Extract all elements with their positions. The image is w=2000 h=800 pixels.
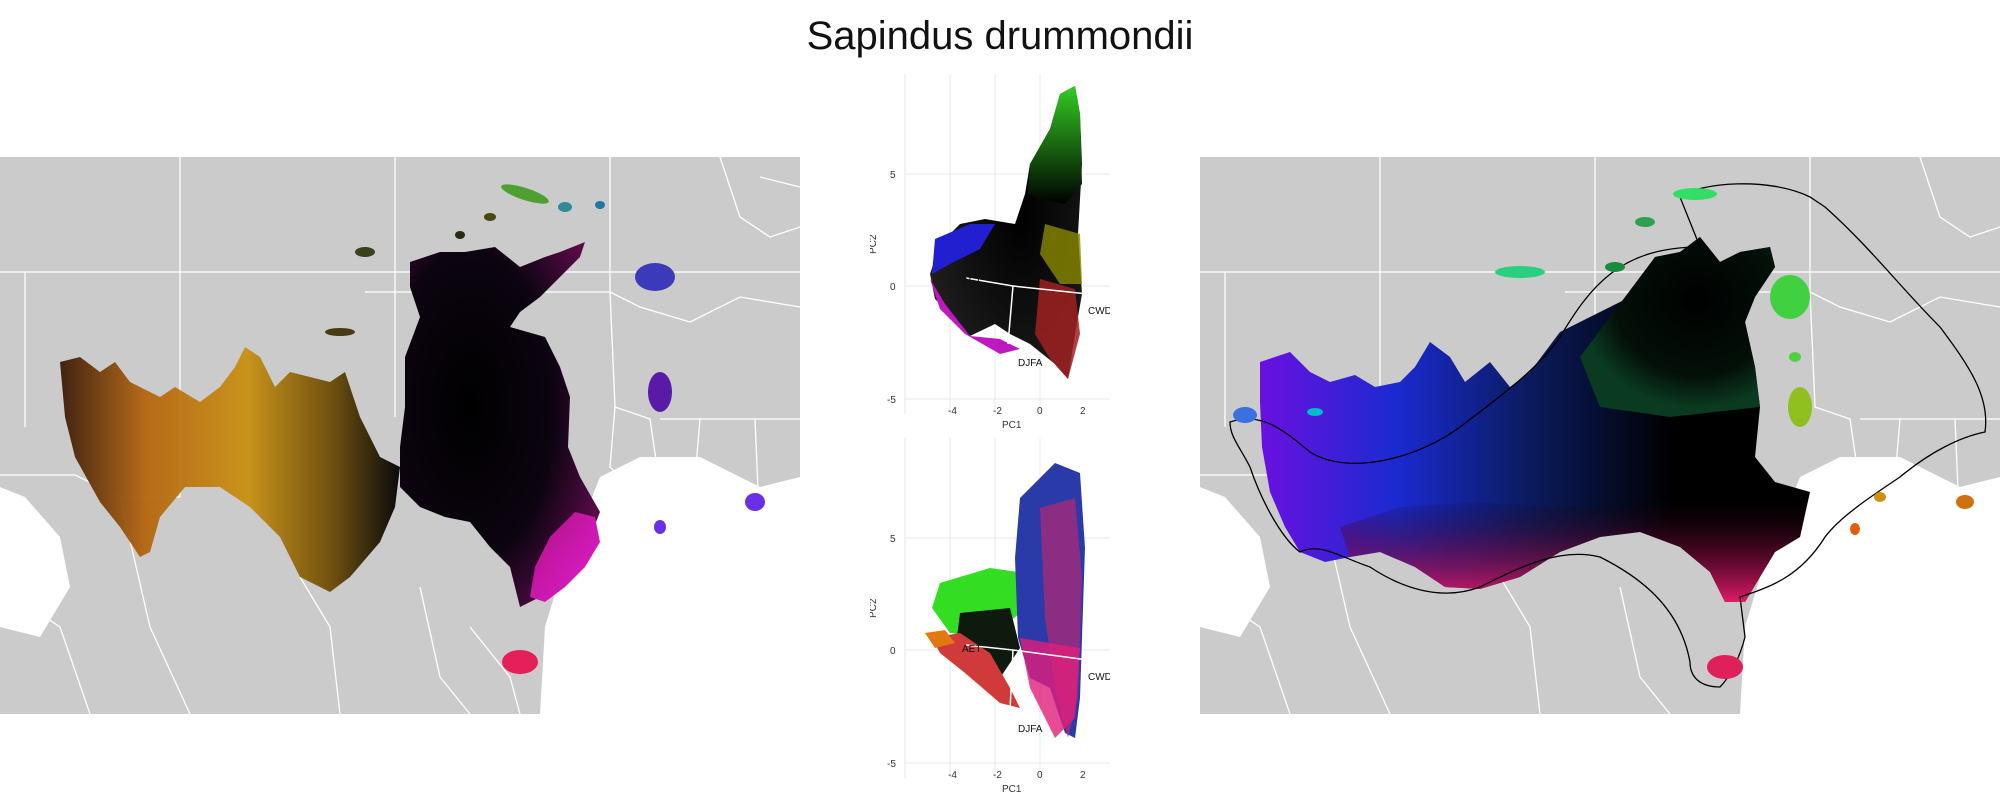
- patch-small-dark: [455, 231, 465, 239]
- patch-east-green: [1770, 275, 1810, 319]
- patch-east-small: [654, 520, 666, 534]
- north-core-range: [1580, 237, 1775, 417]
- pca-plot-climate: AET CWD DJFA 5 0 -5 -4 -2 0 2 PC1 PC2: [870, 74, 1110, 434]
- patch-mid-teal: [1307, 408, 1323, 416]
- pca-top-xtick: -2: [993, 406, 1002, 417]
- gulf-of-mexico: [1740, 457, 2000, 714]
- left-map-graphic: [0, 157, 800, 714]
- patch-north-green: [1673, 188, 1717, 200]
- pca-top-ytick: 5: [890, 170, 896, 181]
- pca-top-xlabel: PC1: [1002, 420, 1022, 431]
- patch-south-pink: [1707, 655, 1743, 679]
- pca-bottom-vector-cwd: CWD: [1088, 672, 1110, 683]
- western-range: [60, 347, 400, 592]
- pca-top-xtick: -4: [948, 406, 957, 417]
- pca-top-graphic: AET CWD DJFA 5 0 -5 -4 -2 0 2 PC1 PC2: [870, 74, 1110, 431]
- pca-bottom-xlabel: PC1: [1002, 784, 1022, 795]
- pca-top-vector-djfa: DJFA: [1018, 358, 1043, 369]
- pca-top-points-red: [1035, 279, 1080, 379]
- pca-bottom-vector-djfa: DJFA: [1018, 724, 1043, 735]
- patch-north-teal: [558, 202, 572, 212]
- patch-north-green: [501, 184, 549, 204]
- patch-east-lime: [1788, 387, 1812, 427]
- pca-top-ylabel: PC2: [870, 234, 879, 254]
- patch-north-teal: [1495, 266, 1545, 278]
- right-range-map: [1200, 157, 2000, 714]
- patch-east-orange-3: [1850, 523, 1860, 535]
- pca-bottom-ylabel: PC2: [870, 598, 879, 618]
- core-range: [400, 242, 600, 607]
- patch-mid-olive: [325, 328, 355, 336]
- pca-bottom-vector-aet: AET: [962, 644, 981, 655]
- pca-top-vectors: [965, 277, 1089, 345]
- pca-bottom-vectors: [965, 644, 1089, 711]
- gulf-of-california: [1200, 487, 1270, 637]
- patch-east-purple: [648, 372, 672, 412]
- patch-north-dark-green: [1605, 262, 1625, 272]
- patch-north-blue: [595, 201, 605, 209]
- pca-bottom-graphic: AET CWD DJFA 5 0 -5 -4 -2 0 2 PC1 PC2: [870, 438, 1110, 795]
- pca-top-points-olive: [1040, 224, 1082, 284]
- southern-range: [1340, 492, 1810, 602]
- pca-bottom-ytick: 5: [890, 534, 896, 545]
- gulf-of-mexico: [540, 457, 800, 714]
- coastal-range: [530, 512, 600, 602]
- patch-east-small: [1789, 352, 1801, 362]
- left-range-map: [0, 157, 800, 714]
- patch-east-orange-2: [1956, 495, 1974, 509]
- pca-top-xtick: 0: [1037, 406, 1043, 417]
- pca-top-ytick: 0: [890, 282, 896, 293]
- patch-north-olive: [484, 213, 496, 221]
- range-hull-outline: [1229, 183, 1987, 688]
- patch-north-dark: [355, 247, 375, 257]
- pca-plot-samples: AET CWD DJFA 5 0 -5 -4 -2 0 2 PC1 PC2: [870, 438, 1110, 800]
- pca-bottom-xtick: -2: [993, 770, 1002, 781]
- patch-north-mid: [1635, 217, 1655, 227]
- pca-top-ytick: -5: [887, 395, 896, 406]
- pca-top-xtick: 2: [1080, 406, 1086, 417]
- pca-bottom-xtick: 2: [1080, 770, 1086, 781]
- right-map-graphic: [1200, 157, 2000, 714]
- pca-top-points-magenta: [930, 279, 1020, 354]
- patch-south-pink: [502, 650, 538, 674]
- pca-bottom-xtick: 0: [1037, 770, 1043, 781]
- patch-east-violet: [745, 493, 765, 511]
- pca-bottom-xtick: -4: [948, 770, 957, 781]
- pca-top-points-blue: [932, 224, 995, 274]
- pca-top-vector-cwd: CWD: [1088, 306, 1110, 317]
- pca-bottom-points-orange: [925, 630, 955, 648]
- pca-bottom-points-red: [932, 633, 1020, 708]
- pca-bottom-ytick: 0: [890, 646, 896, 657]
- patch-east-orange: [1874, 492, 1886, 502]
- patch-east-blue: [635, 263, 675, 291]
- pca-top-vector-aet: AET: [962, 276, 981, 287]
- pca-bottom-points-magenta: [1020, 638, 1080, 738]
- pca-top-points-green: [1028, 86, 1082, 204]
- gulf-of-california: [0, 487, 70, 637]
- pca-bottom-ytick: -5: [887, 759, 896, 770]
- figure-title: Sapindus drummondii: [806, 14, 1194, 58]
- patch-west-blue: [1233, 407, 1257, 423]
